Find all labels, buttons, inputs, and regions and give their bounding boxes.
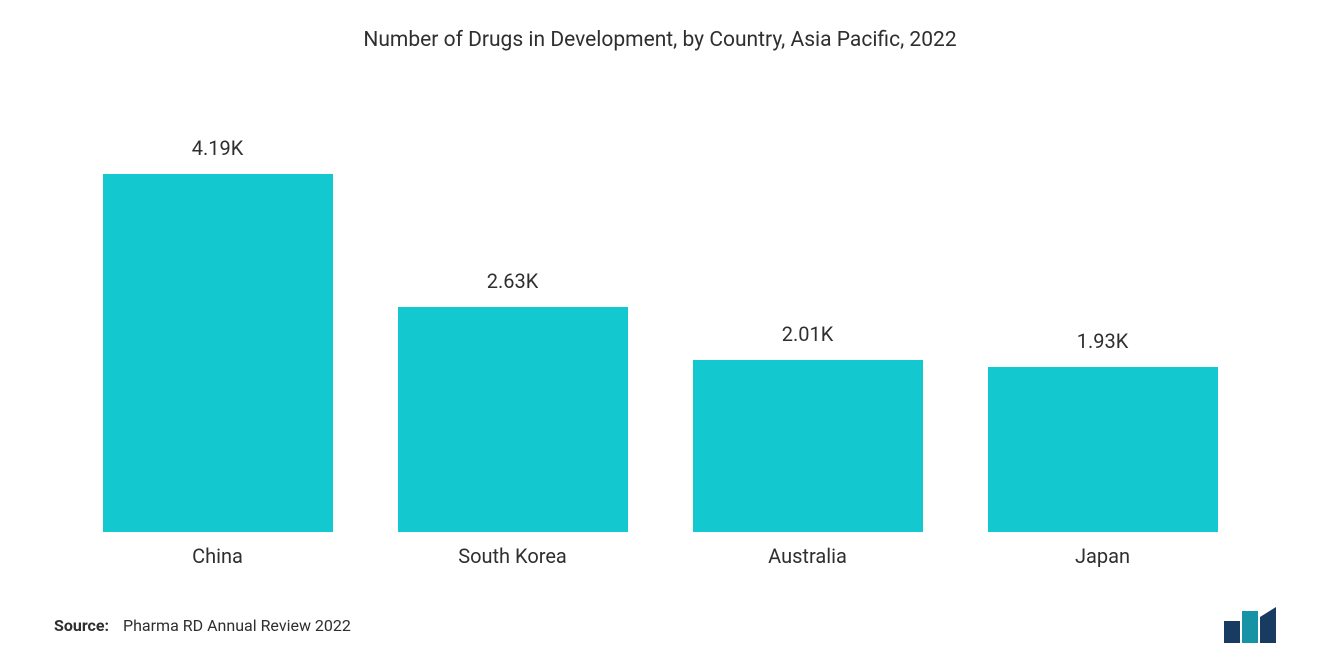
chart-container: Number of Drugs in Development, by Count… <box>0 0 1320 665</box>
chart-title: Number of Drugs in Development, by Count… <box>50 28 1270 52</box>
x-axis-label: South Korea <box>365 544 660 568</box>
bar-value-label: 4.19K <box>192 136 244 160</box>
source-text: Pharma RD Annual Review 2022 <box>123 616 351 635</box>
source-citation: Source: Pharma RD Annual Review 2022 <box>54 616 351 635</box>
x-axis-label: China <box>70 544 365 568</box>
bar <box>103 174 333 532</box>
x-axis-label: Japan <box>955 544 1250 568</box>
plot-area: 4.19K 2.63K 2.01K 1.93K <box>50 62 1270 532</box>
bar <box>398 307 628 532</box>
bar-group: 2.01K <box>660 62 955 532</box>
bar-value-label: 1.93K <box>1077 329 1129 353</box>
bar-group: 2.63K <box>365 62 660 532</box>
brand-logo-icon <box>1224 607 1280 643</box>
bar-group: 1.93K <box>955 62 1250 532</box>
x-axis-labels: ChinaSouth KoreaAustraliaJapan <box>50 544 1270 568</box>
bar <box>693 360 923 532</box>
bar-group: 4.19K <box>70 62 365 532</box>
x-axis-label: Australia <box>660 544 955 568</box>
bar-value-label: 2.01K <box>782 322 834 346</box>
bar-value-label: 2.63K <box>487 269 539 293</box>
bar <box>988 367 1218 532</box>
source-label: Source: <box>54 616 109 635</box>
